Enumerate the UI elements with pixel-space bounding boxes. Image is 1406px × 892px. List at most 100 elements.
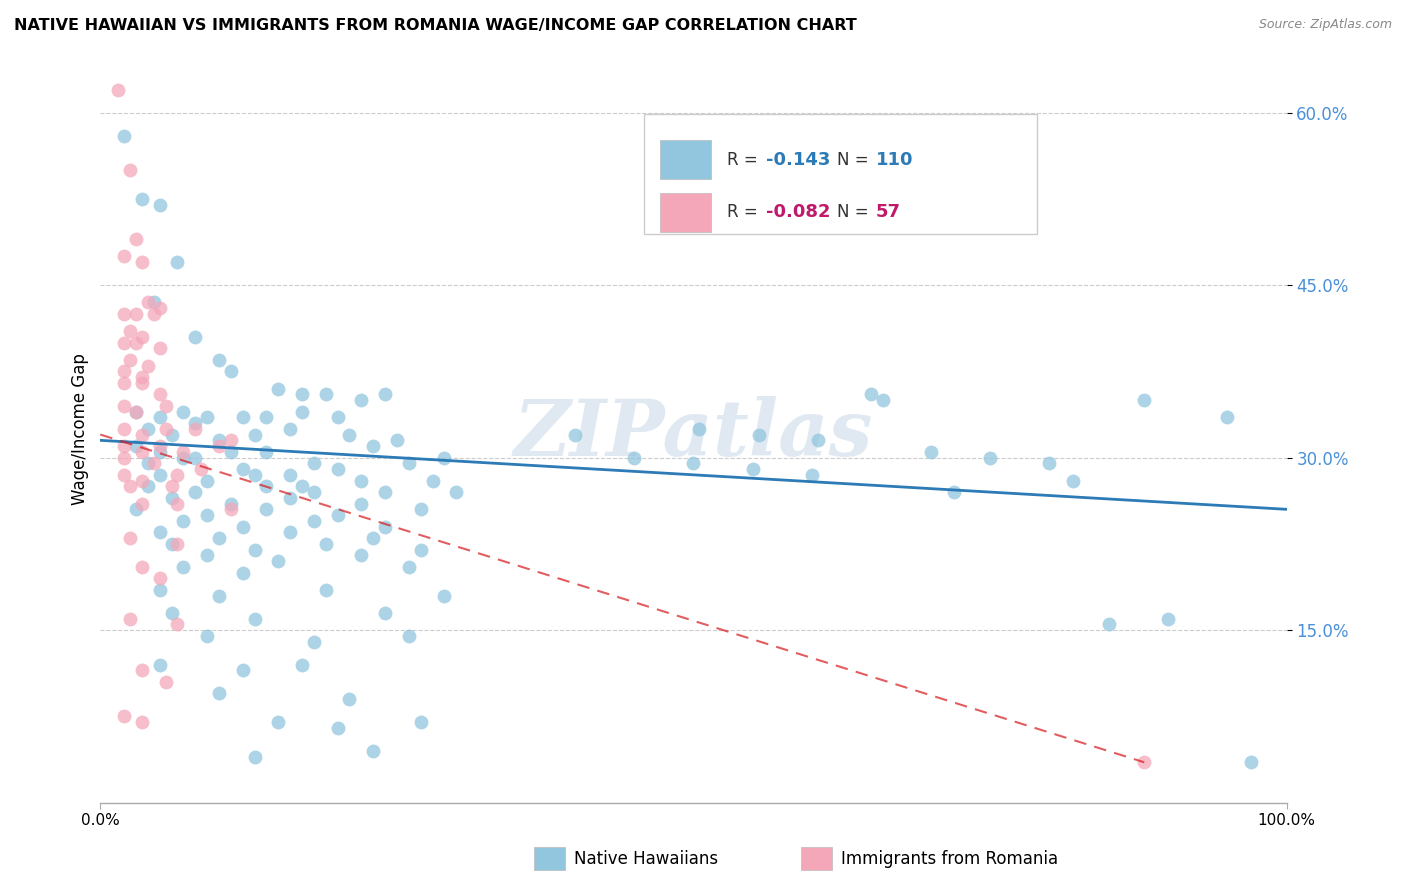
Point	[302, 485, 325, 500]
Point	[118, 324, 141, 338]
Point	[409, 542, 432, 557]
Point	[136, 295, 159, 310]
Point	[136, 479, 159, 493]
Point	[291, 657, 314, 672]
Point	[166, 467, 188, 482]
Point	[149, 342, 172, 356]
Point	[208, 589, 231, 603]
Point	[943, 485, 966, 500]
Point	[184, 422, 207, 436]
Point	[118, 163, 141, 178]
Point	[118, 352, 141, 367]
Point	[350, 393, 373, 408]
Point	[302, 514, 325, 528]
Point	[184, 485, 207, 500]
Point	[339, 427, 361, 442]
Point	[326, 721, 349, 735]
Point	[398, 559, 420, 574]
Point	[278, 467, 301, 482]
Point	[172, 445, 194, 459]
Point	[112, 364, 135, 378]
Point	[136, 456, 159, 470]
Point	[267, 714, 290, 729]
Point	[409, 714, 432, 729]
Text: R =: R =	[727, 151, 762, 169]
Point	[315, 387, 337, 401]
Point	[807, 434, 830, 448]
Point	[291, 404, 314, 418]
Point	[254, 502, 277, 516]
Point	[136, 422, 159, 436]
Point	[1240, 756, 1263, 770]
Point	[361, 439, 384, 453]
Point	[361, 744, 384, 758]
Point	[208, 352, 231, 367]
Point	[564, 427, 586, 442]
Point	[172, 450, 194, 465]
Point	[166, 537, 188, 551]
Point	[149, 445, 172, 459]
Point	[131, 559, 153, 574]
Point	[112, 422, 135, 436]
Point	[254, 479, 277, 493]
Point	[1098, 617, 1121, 632]
Point	[398, 456, 420, 470]
Point	[142, 295, 165, 310]
Text: N =: N =	[837, 203, 873, 221]
Point	[112, 128, 135, 143]
Point	[208, 439, 231, 453]
Point	[149, 571, 172, 585]
Point	[160, 606, 183, 620]
Point	[149, 657, 172, 672]
Y-axis label: Wage/Income Gap: Wage/Income Gap	[72, 353, 89, 505]
Point	[302, 456, 325, 470]
Point	[149, 410, 172, 425]
Point	[208, 434, 231, 448]
Point	[131, 370, 153, 384]
Point	[155, 422, 177, 436]
Point	[195, 410, 218, 425]
Point	[131, 330, 153, 344]
Point	[149, 467, 172, 482]
Point	[166, 255, 188, 269]
Point	[160, 491, 183, 505]
Point	[409, 502, 432, 516]
Point	[131, 255, 153, 269]
Point	[125, 307, 148, 321]
Point	[112, 307, 135, 321]
Point	[860, 387, 883, 401]
Point	[243, 427, 266, 442]
Point	[291, 387, 314, 401]
Point	[155, 399, 177, 413]
Point	[361, 531, 384, 545]
Point	[374, 387, 396, 401]
Point	[326, 410, 349, 425]
Point	[232, 663, 254, 677]
Point	[149, 525, 172, 540]
Point	[219, 502, 242, 516]
Point	[1133, 756, 1156, 770]
Point	[160, 427, 183, 442]
Point	[219, 445, 242, 459]
Point	[155, 674, 177, 689]
Point	[219, 434, 242, 448]
Point	[112, 335, 135, 350]
Point	[278, 491, 301, 505]
Point	[350, 549, 373, 563]
Point	[433, 450, 456, 465]
Point	[112, 376, 135, 390]
Point	[872, 393, 894, 408]
Point	[184, 450, 207, 465]
Point	[131, 376, 153, 390]
Point	[801, 467, 824, 482]
Point	[278, 422, 301, 436]
Point	[219, 364, 242, 378]
Point	[125, 232, 148, 246]
Point	[195, 474, 218, 488]
Point	[326, 508, 349, 522]
Point	[748, 427, 770, 442]
Point	[172, 514, 194, 528]
Point	[1157, 611, 1180, 625]
Point	[125, 404, 148, 418]
Point	[160, 479, 183, 493]
